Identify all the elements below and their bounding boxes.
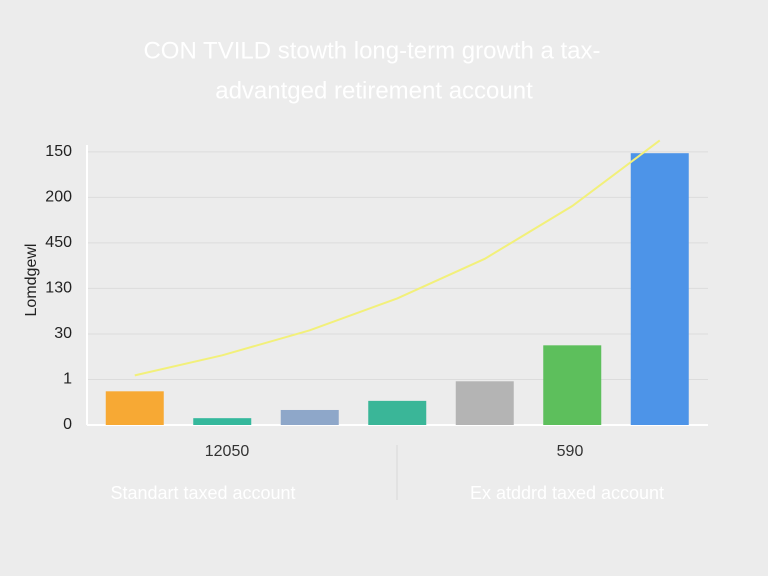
bar (193, 418, 252, 425)
y-axis-label: Lomdgewl (23, 244, 40, 317)
y-tick-label: 1 (63, 371, 72, 388)
y-tick-label: 450 (45, 234, 72, 251)
annotation: 590 (557, 443, 584, 460)
bar (280, 409, 339, 425)
y-tick-label: 0 (63, 416, 72, 433)
bar (630, 153, 689, 425)
group-label: Ex atddrd taxed account (470, 483, 664, 503)
bar (455, 381, 514, 425)
chart-title: CON TVILD stowth long-term growth a tax- (143, 37, 600, 64)
chart-title: advantged retirement account (215, 77, 533, 104)
bar (368, 400, 427, 425)
bar (543, 345, 602, 425)
group-label: Standart taxed account (110, 483, 295, 503)
y-tick-label: 150 (45, 143, 72, 160)
y-tick-label: 200 (45, 189, 72, 206)
bar (105, 391, 164, 425)
y-tick-label: 130 (45, 280, 72, 297)
annotation: 12050 (205, 443, 250, 460)
trend-line (134, 139, 661, 377)
y-tick-label: 30 (54, 325, 72, 342)
